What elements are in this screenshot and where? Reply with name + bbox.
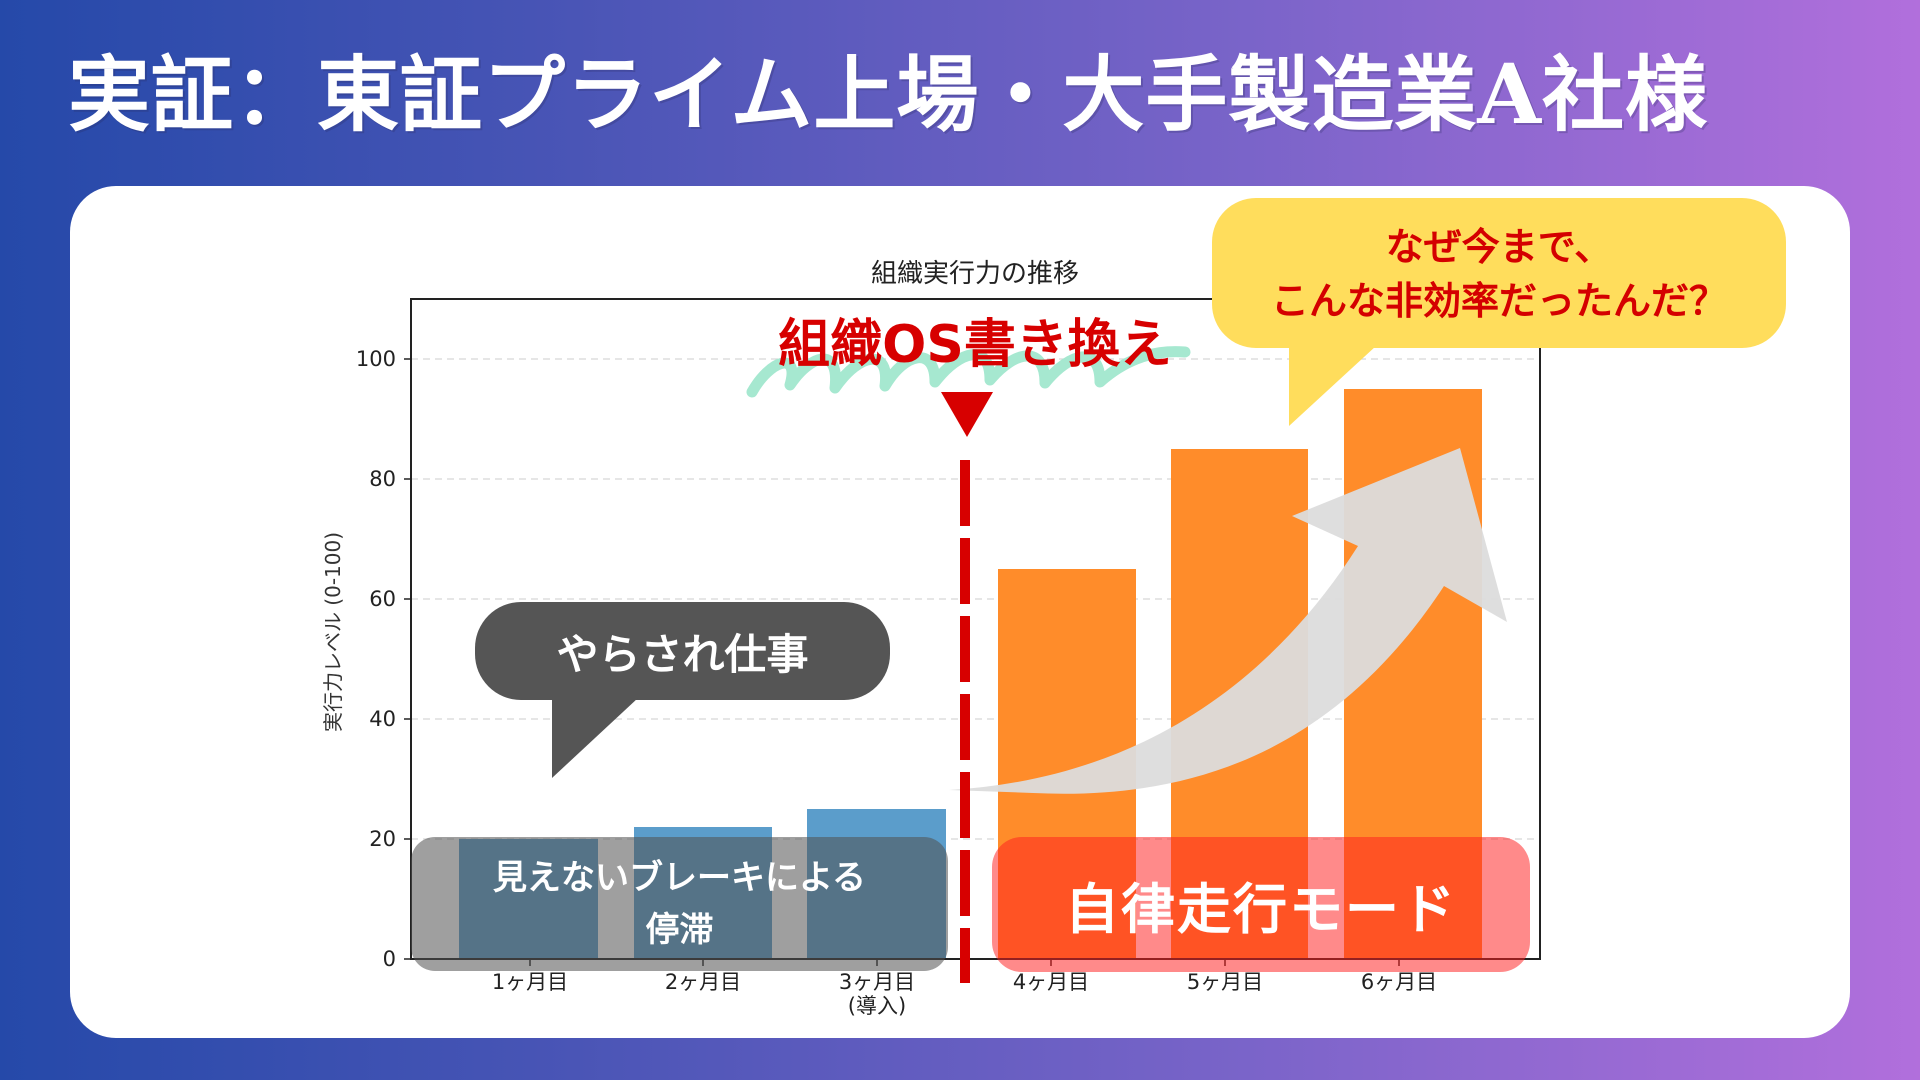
yellow-bubble-line-2: こんな非効率だったんだ？ (1270, 278, 1727, 323)
yellow-bubble-line-1: なぜ今まで、 (1385, 224, 1613, 269)
x-tick-month-4: 4ヶ月目 (1012, 970, 1090, 994)
org-os-rewrite-label: 組織OS書き換え (778, 315, 1172, 375)
y-tick-20: 20 (369, 827, 396, 851)
x-tick-month-2: 2ヶ月目 (664, 970, 742, 994)
down-triangle-icon (941, 392, 993, 437)
y-tick-100: 100 (355, 347, 396, 371)
dark-bubble-text: やらされ仕事 (556, 629, 809, 679)
x-tick-month-6: 6ヶ月目 (1360, 970, 1438, 994)
x-tick-month-3: 3ヶ月目 (導入) (838, 970, 916, 1018)
stagnation-overlay-box: 見えないブレーキによる 停滞 (411, 837, 948, 971)
dark-speech-bubble (475, 602, 890, 778)
stagnation-line-1: 見えないブレーキによる (493, 858, 866, 898)
stagnation-line-2: 停滞 (645, 910, 714, 950)
plot-frame (410, 298, 1541, 960)
growth-arrow-icon (949, 448, 1507, 794)
yellow-speech-bubble (1212, 198, 1786, 426)
page-title: 実証：東証プライム上場・大手製造業A社様 (68, 47, 1708, 143)
x-tick-month-5: 5ヶ月目 (1186, 970, 1264, 994)
y-tick-80: 80 (369, 467, 396, 491)
y-tick-60: 60 (369, 587, 396, 611)
y-tick-0: 0 (382, 947, 396, 971)
yellow-bubble-text: なぜ今まで、 こんな非効率だったんだ？ (1212, 200, 1786, 348)
x-tick-month-1: 1ヶ月目 (491, 970, 569, 994)
squiggle-decoration (746, 346, 1191, 398)
chart-title: 組織実行力の推移 (870, 259, 1079, 289)
y-tick-40: 40 (369, 707, 396, 731)
autonomous-mode-overlay-box: 自律走行モード (992, 837, 1530, 972)
